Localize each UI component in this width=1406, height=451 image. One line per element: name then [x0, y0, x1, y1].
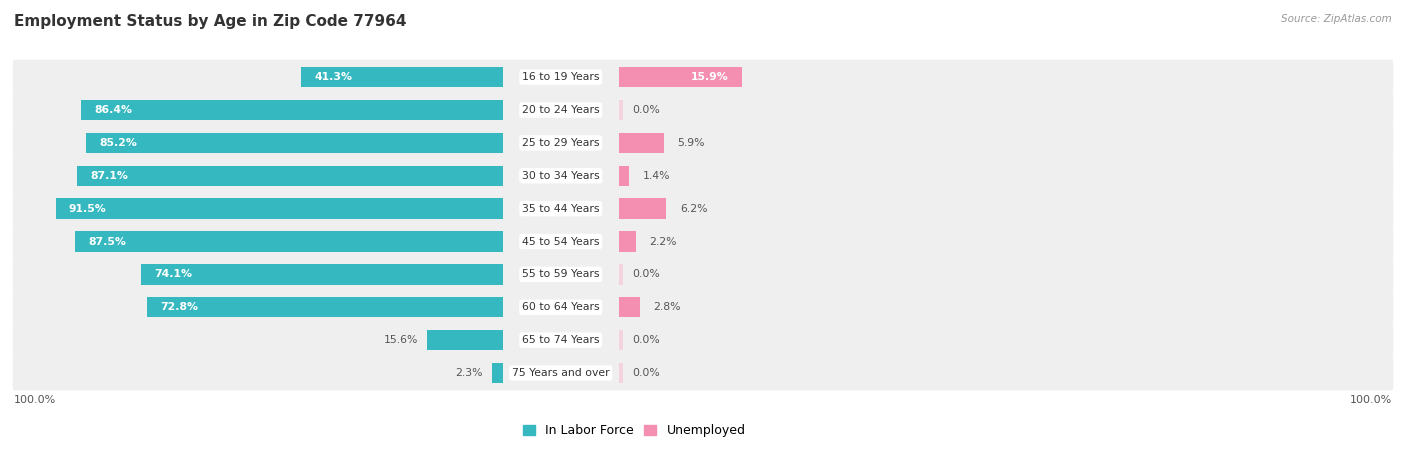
- Text: 100.0%: 100.0%: [1350, 395, 1392, 405]
- Bar: [619, 133, 664, 153]
- Bar: [619, 330, 623, 350]
- Text: 0.0%: 0.0%: [631, 368, 659, 378]
- Text: 41.3%: 41.3%: [315, 72, 353, 82]
- Text: 6.2%: 6.2%: [681, 204, 707, 214]
- Bar: [492, 363, 503, 383]
- Bar: [301, 67, 503, 87]
- Bar: [56, 198, 503, 219]
- Bar: [619, 166, 630, 186]
- FancyBboxPatch shape: [13, 92, 1393, 128]
- Text: 74.1%: 74.1%: [155, 269, 193, 279]
- Bar: [619, 297, 640, 318]
- FancyBboxPatch shape: [13, 224, 1393, 259]
- Text: 55 to 59 Years: 55 to 59 Years: [522, 269, 599, 279]
- FancyBboxPatch shape: [13, 257, 1393, 292]
- Bar: [619, 363, 623, 383]
- Text: 0.0%: 0.0%: [631, 269, 659, 279]
- Bar: [619, 198, 666, 219]
- FancyBboxPatch shape: [13, 290, 1393, 325]
- Text: 45 to 54 Years: 45 to 54 Years: [522, 236, 599, 247]
- FancyBboxPatch shape: [13, 125, 1393, 160]
- Text: 0.0%: 0.0%: [631, 335, 659, 345]
- Bar: [148, 297, 503, 318]
- Bar: [141, 264, 503, 285]
- FancyBboxPatch shape: [13, 158, 1393, 193]
- Text: 85.2%: 85.2%: [100, 138, 138, 148]
- Text: 100.0%: 100.0%: [14, 395, 56, 405]
- Bar: [619, 67, 741, 87]
- Text: 0.0%: 0.0%: [631, 105, 659, 115]
- Bar: [86, 133, 503, 153]
- Legend: In Labor Force, Unemployed: In Labor Force, Unemployed: [517, 419, 751, 442]
- Bar: [619, 100, 623, 120]
- Bar: [77, 166, 503, 186]
- Text: 2.2%: 2.2%: [650, 236, 676, 247]
- Text: Source: ZipAtlas.com: Source: ZipAtlas.com: [1281, 14, 1392, 23]
- Text: 15.6%: 15.6%: [384, 335, 418, 345]
- Bar: [80, 100, 503, 120]
- Bar: [619, 231, 636, 252]
- Text: 35 to 44 Years: 35 to 44 Years: [522, 204, 599, 214]
- FancyBboxPatch shape: [13, 323, 1393, 358]
- Text: 60 to 64 Years: 60 to 64 Years: [522, 302, 599, 312]
- Text: 5.9%: 5.9%: [678, 138, 704, 148]
- Text: 75 Years and over: 75 Years and over: [512, 368, 610, 378]
- Bar: [75, 231, 503, 252]
- FancyBboxPatch shape: [13, 355, 1393, 391]
- Text: 87.1%: 87.1%: [90, 171, 128, 181]
- Text: 87.5%: 87.5%: [89, 236, 127, 247]
- Text: 15.9%: 15.9%: [690, 72, 728, 82]
- Bar: [619, 264, 623, 285]
- Text: 20 to 24 Years: 20 to 24 Years: [522, 105, 599, 115]
- Text: Employment Status by Age in Zip Code 77964: Employment Status by Age in Zip Code 779…: [14, 14, 406, 28]
- FancyBboxPatch shape: [13, 191, 1393, 226]
- Text: 2.8%: 2.8%: [654, 302, 681, 312]
- Text: 1.4%: 1.4%: [643, 171, 671, 181]
- Bar: [426, 330, 503, 350]
- Text: 72.8%: 72.8%: [160, 302, 198, 312]
- Text: 2.3%: 2.3%: [456, 368, 482, 378]
- Text: 65 to 74 Years: 65 to 74 Years: [522, 335, 599, 345]
- Text: 30 to 34 Years: 30 to 34 Years: [522, 171, 599, 181]
- Text: 16 to 19 Years: 16 to 19 Years: [522, 72, 599, 82]
- Text: 86.4%: 86.4%: [94, 105, 132, 115]
- Text: 25 to 29 Years: 25 to 29 Years: [522, 138, 599, 148]
- FancyBboxPatch shape: [13, 60, 1393, 95]
- Text: 91.5%: 91.5%: [69, 204, 107, 214]
